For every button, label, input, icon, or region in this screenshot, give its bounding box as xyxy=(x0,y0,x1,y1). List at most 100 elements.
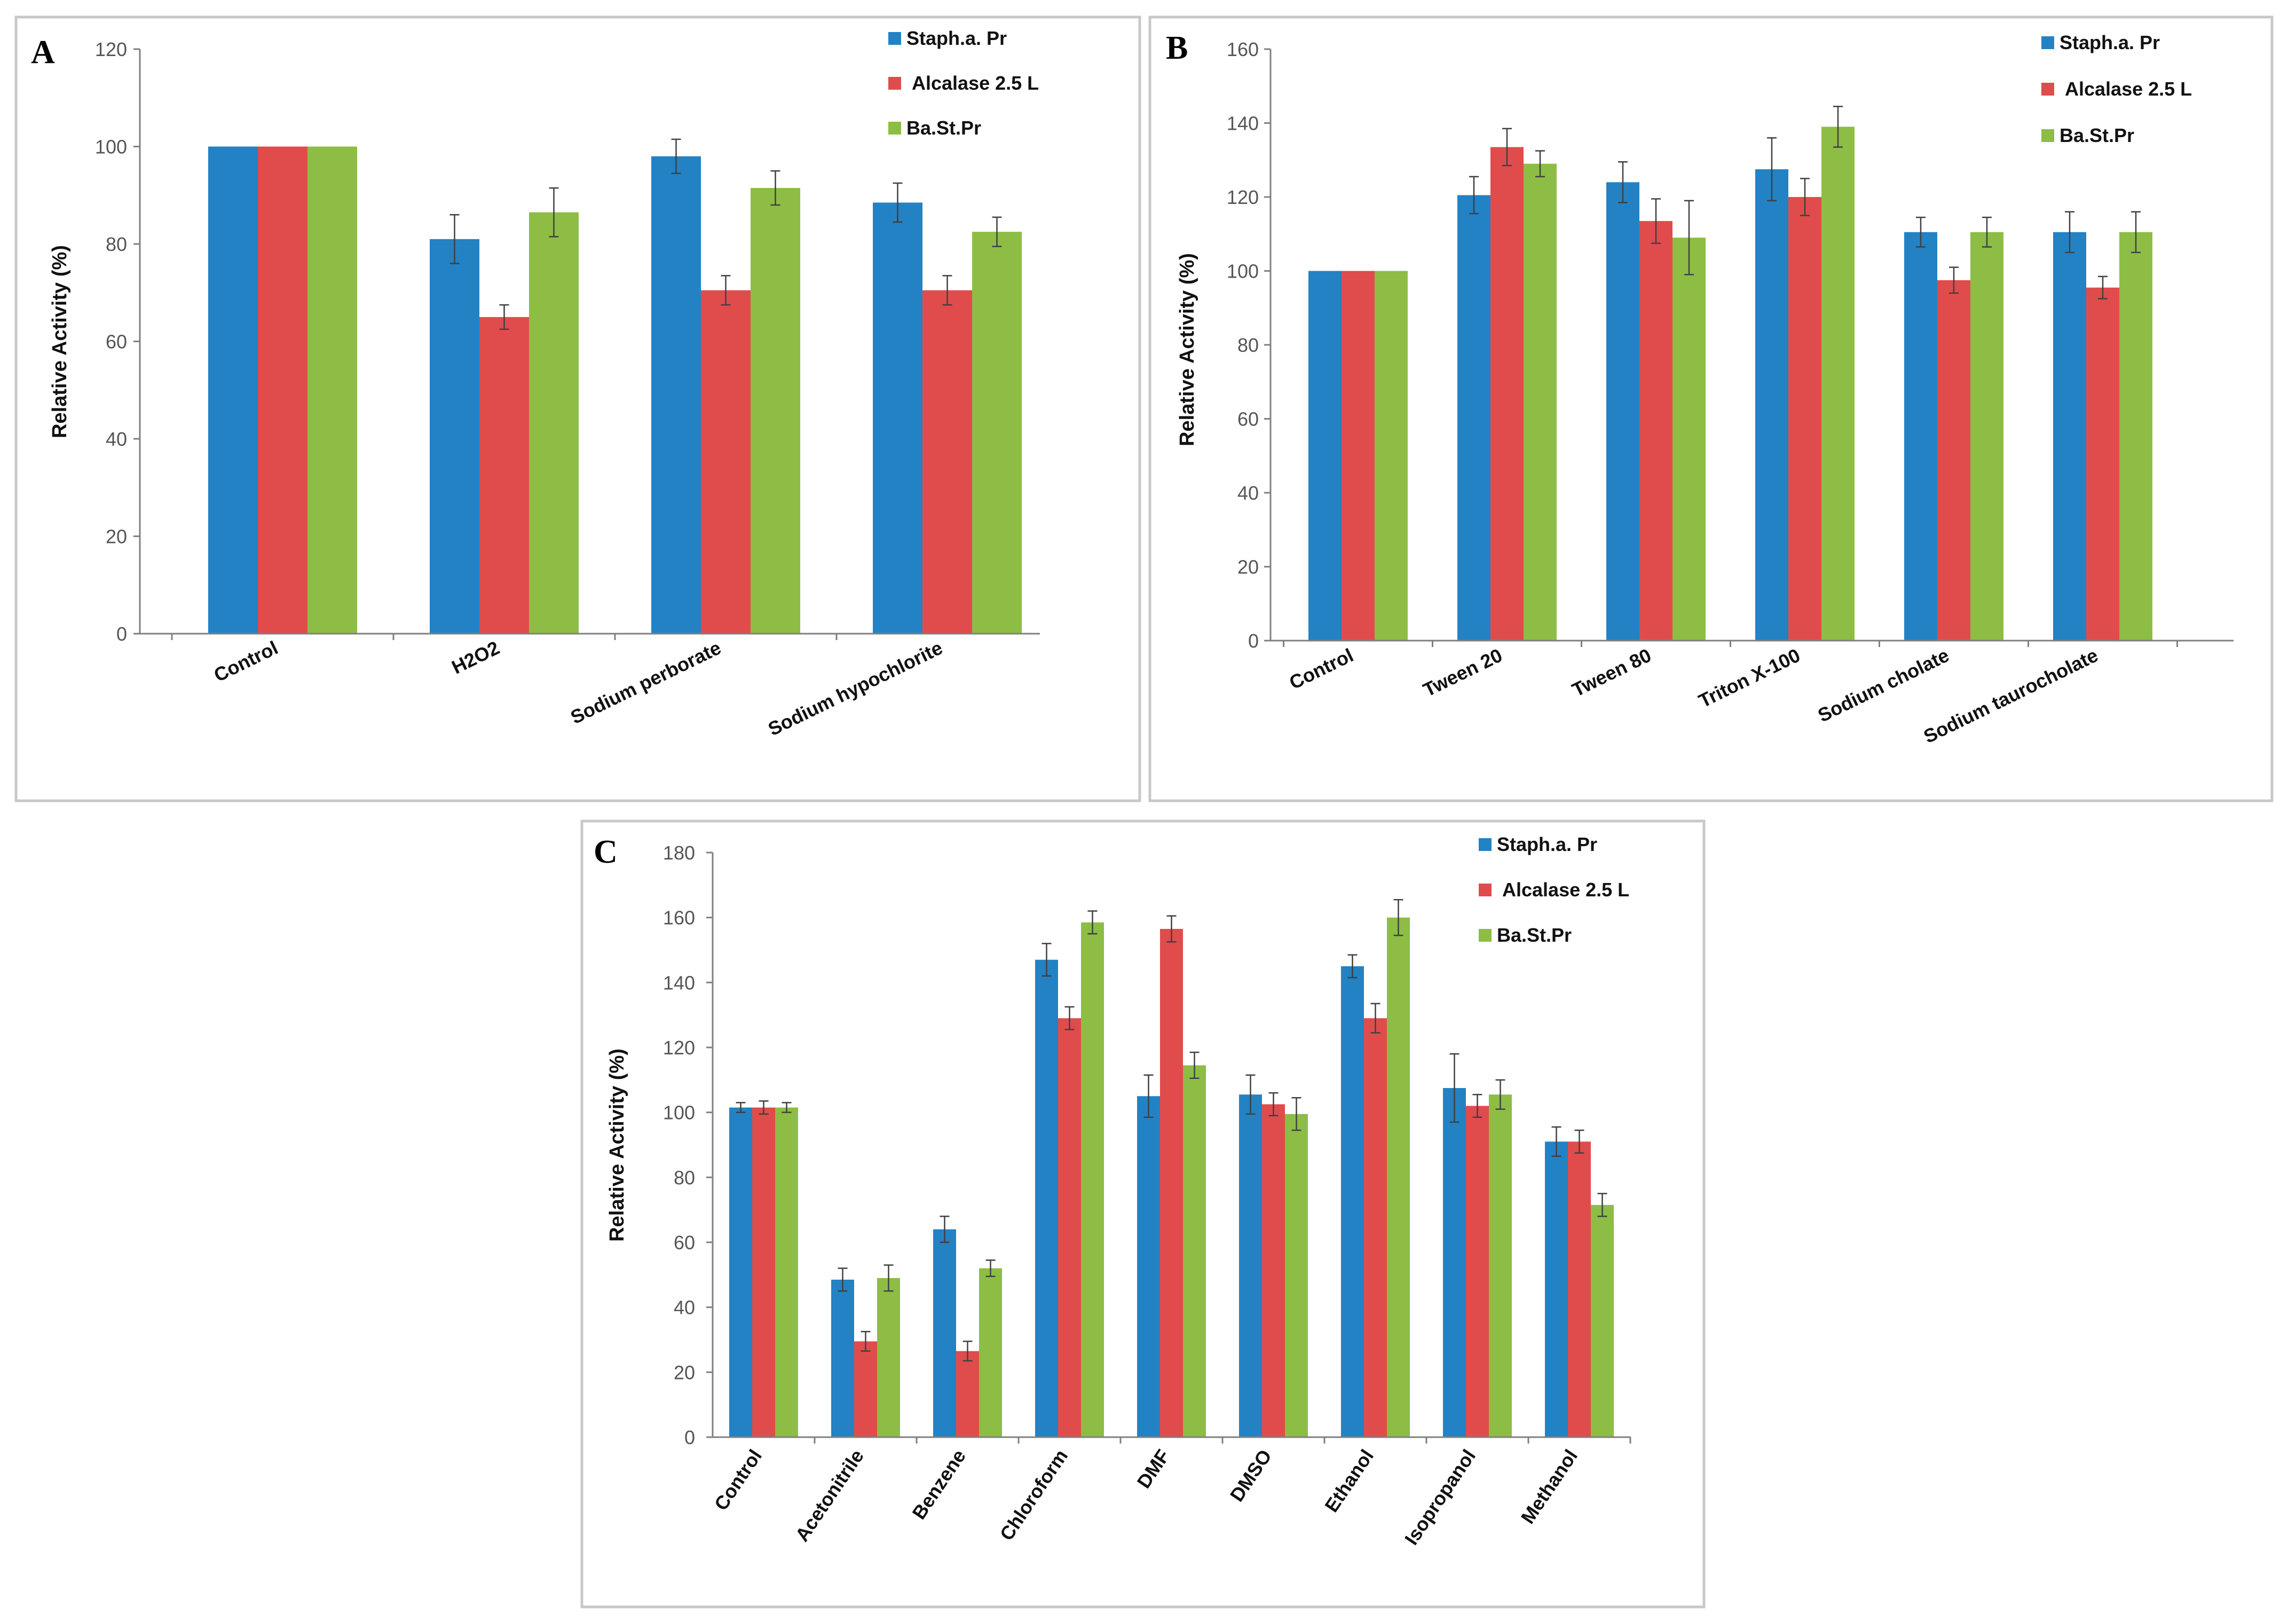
panel-c-y-tick-label: 100 xyxy=(663,1102,695,1124)
panel-c-bar-bast xyxy=(1183,1065,1206,1437)
panel-c-error-bar xyxy=(962,1341,973,1362)
panel-b-y-tick-label: 40 xyxy=(1237,482,1259,504)
panel-a-y-tick-label: 80 xyxy=(106,233,127,255)
chart-panel-c: C Relative Activity (%) 0 20 40 60 80 100 120 1… xyxy=(580,819,1706,1609)
panel-c-legend-label: Alcalase 2.5 L xyxy=(1502,879,1629,901)
panel-c-error-bar xyxy=(1064,1006,1075,1030)
panel-a-error-bar xyxy=(721,275,731,306)
panel-b-bar-alcalase xyxy=(1490,147,1524,641)
panel-c-bar-staph xyxy=(831,1279,854,1437)
panel-c-error-bar xyxy=(861,1331,871,1352)
panel-b-error-bar xyxy=(2098,275,2108,299)
panel-c-bar-bast xyxy=(1081,922,1104,1437)
panel-c-bar-alcalase xyxy=(1568,1141,1591,1437)
panel-a-bar-bast xyxy=(972,232,1022,634)
panel-c-error-bar xyxy=(759,1100,769,1115)
panel-c-bar-alcalase xyxy=(1364,1018,1387,1437)
panel-b-legend-label: Staph.a. Pr xyxy=(2060,31,2160,53)
panel-c-error-bar xyxy=(1495,1079,1505,1110)
panel-b-y-tick-label: 160 xyxy=(1227,38,1259,60)
panel-b-y-tick-label: 120 xyxy=(1227,186,1259,208)
panel-c-error-bar xyxy=(1551,1126,1561,1157)
panel-c-letter: C xyxy=(594,834,618,870)
panel-c-error-bar xyxy=(883,1264,894,1292)
panel-b-y-tick-label: 60 xyxy=(1237,408,1259,430)
panel-a-bar-alcalase xyxy=(479,317,529,634)
panel-a-y-axis-label: Relative Activity (%) xyxy=(49,245,71,438)
panel-a-y-tick-label: 120 xyxy=(95,38,127,60)
panel-a-bar-bast xyxy=(307,146,357,634)
panel-a-bar-alcalase xyxy=(701,290,751,634)
panel-c-y-tick-label: 40 xyxy=(674,1297,695,1319)
panel-c-bar-alcalase xyxy=(854,1341,877,1437)
panel-c-bar-staph xyxy=(1137,1096,1160,1437)
panel-c-bar-alcalase xyxy=(956,1351,979,1437)
panel-c-error-bar xyxy=(1042,943,1052,977)
panel-a-legend-label: Alcalase 2.5 L xyxy=(912,72,1039,94)
panel-c-bar-bast xyxy=(1285,1114,1308,1437)
panel-c-legend-label: Ba.St.Pr xyxy=(1497,924,1572,946)
panel-c-error-bar xyxy=(838,1267,848,1292)
panel-b-bar-staph xyxy=(1457,195,1490,641)
panel-c-bar-bast xyxy=(877,1278,900,1437)
panel-c-error-bar xyxy=(1087,910,1098,935)
panel-c-error-bar xyxy=(1245,1074,1256,1115)
panel-b-legend-swatch-staph xyxy=(2041,36,2054,49)
panel-c-error-bar xyxy=(1291,1097,1301,1131)
panel-c-y-tick-label: 180 xyxy=(663,842,695,864)
panel-b-y-tick-label: 140 xyxy=(1227,113,1259,135)
panel-c-bar-staph xyxy=(1545,1141,1568,1437)
panel-c-y-tick-label: 20 xyxy=(674,1361,695,1383)
panel-a-bar-bast xyxy=(751,188,800,634)
panel-b-y-axis-label: Relative Activity (%) xyxy=(1176,253,1198,446)
panel-c-y-axis-label: Relative Activity (%) xyxy=(606,1048,628,1242)
panel-c-bar-bast xyxy=(1591,1205,1614,1437)
panel-a-error-bar xyxy=(992,216,1002,247)
panel-a-y-tick-label: 100 xyxy=(95,136,127,158)
panel-b-error-bar xyxy=(1982,216,1992,248)
panel-c-y-tick-label: 140 xyxy=(663,972,695,994)
panel-b-bar-staph xyxy=(1904,232,1937,641)
panel-b-bar-staph xyxy=(2053,232,2086,641)
panel-b-bar-staph xyxy=(1606,182,1639,641)
panel-b-y-tick-label: 80 xyxy=(1237,334,1259,356)
panel-a-bar-alcalase xyxy=(258,146,307,634)
panel-b-bar-alcalase xyxy=(1937,280,1970,641)
panel-c-error-bar xyxy=(1449,1053,1459,1123)
panel-c-bar-alcalase xyxy=(1058,1018,1081,1437)
panel-b-error-bar xyxy=(1767,137,1777,202)
panel-a-legend-label: Staph.a. Pr xyxy=(906,27,1007,49)
panel-c-legend-swatch-bast xyxy=(1479,929,1492,942)
panel-c-bar-staph xyxy=(1341,966,1364,1437)
panel-a-error-bar xyxy=(499,304,509,330)
panel-c-error-bar xyxy=(1347,954,1358,979)
panel-b-error-bar xyxy=(1535,150,1545,178)
panel-c-bar-staph xyxy=(1035,959,1058,1437)
chart-panel-b: B Relative Activity (%) 0 20 40 60 80 100 120 1… xyxy=(1148,15,2274,802)
panel-c-error-bar xyxy=(736,1102,746,1113)
panel-c-bar-staph xyxy=(729,1107,752,1437)
panel-b-bar-bast xyxy=(2119,232,2152,641)
panel-b-error-bar xyxy=(1502,128,1512,167)
panel-a-bar-staph xyxy=(651,156,701,634)
panel-b-bar-staph xyxy=(1755,169,1788,641)
panel-c-bar-alcalase xyxy=(1262,1104,1285,1437)
panel-b-error-bar xyxy=(2131,211,2141,254)
panel-c-bar-staph xyxy=(1443,1088,1466,1437)
panel-b-error-bar xyxy=(1684,200,1694,275)
panel-c-y-tick-label: 120 xyxy=(663,1037,695,1059)
panel-a-error-bar xyxy=(770,170,780,206)
panel-c-error-bar xyxy=(940,1216,950,1243)
panel-b-bar-alcalase xyxy=(1639,221,1672,641)
panel-a-bar-staph xyxy=(208,146,258,634)
panel-b-legend-swatch-alcalase xyxy=(2041,83,2054,96)
panel-a-legend-swatch-staph xyxy=(888,32,901,45)
panel-a-y-tick-label: 40 xyxy=(106,428,127,450)
panel-a-bar-staph xyxy=(873,202,922,634)
panel-c-bar-alcalase xyxy=(1160,928,1183,1437)
panel-a-bar-alcalase xyxy=(922,290,972,634)
panel-c-y-tick-label: 60 xyxy=(674,1232,695,1254)
panel-c-y-tick-label: 80 xyxy=(674,1166,695,1188)
panel-a-bar-bast xyxy=(529,212,579,634)
